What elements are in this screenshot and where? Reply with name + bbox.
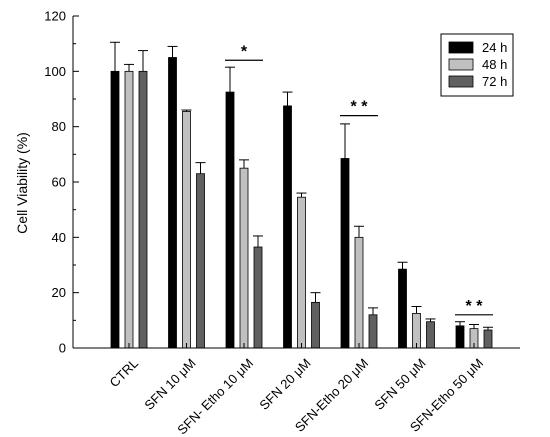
bar-24h-4 <box>340 158 350 349</box>
y-tick-label: 120 <box>44 9 66 24</box>
y-tick-label: 60 <box>52 175 66 190</box>
bar-72h-5 <box>426 321 435 349</box>
bar-72h-3 <box>311 301 320 349</box>
legend-swatch <box>448 58 474 71</box>
y-axis: 0 20 40 60 80 100 120 <box>44 9 79 356</box>
y-tick-label: 80 <box>52 119 66 134</box>
legend-label: 48 h <box>482 57 507 72</box>
y-tick-label: 20 <box>52 285 66 300</box>
bar-72h-1 <box>196 173 205 349</box>
x-tick-label: CTRL <box>107 356 142 391</box>
y-tick-label: 0 <box>59 341 66 356</box>
significance-annotations: * * * * * <box>225 43 493 316</box>
bar-24h-5 <box>398 268 407 349</box>
legend-swatch <box>448 75 474 88</box>
bar-48h-4 <box>354 236 364 349</box>
bar-24h-0 <box>110 70 120 349</box>
bar-72h-2 <box>253 246 263 349</box>
significance-marker: * * <box>351 99 369 116</box>
bar-48h-3 <box>297 196 306 349</box>
bar-48h-2 <box>239 167 249 349</box>
y-axis-label: Cell Viability (%) <box>14 132 30 234</box>
bar-48h-5 <box>412 313 421 349</box>
x-tick-label: SFN 20 μM <box>256 356 313 413</box>
bar-72h-4 <box>368 314 378 349</box>
bar-48h-1 <box>182 111 191 349</box>
legend-swatch <box>448 41 474 54</box>
significance-marker: * * <box>466 298 484 315</box>
bar-72h-0 <box>138 70 148 349</box>
bar-24h-3 <box>283 105 292 349</box>
bar-24h-2 <box>225 91 235 349</box>
significance-marker: * <box>241 43 248 60</box>
bar-series-group <box>110 57 493 349</box>
bar-48h-0 <box>124 70 134 349</box>
x-tick-label: SFN 10 μM <box>141 356 198 413</box>
legend-label: 24 h <box>482 40 507 55</box>
bar-24h-1 <box>168 57 177 349</box>
error-bar-group <box>110 41 493 331</box>
bar-24h-6 <box>455 325 465 349</box>
x-tick-label: SFN 50 μM <box>371 356 428 413</box>
bar-72h-6 <box>483 329 493 349</box>
legend-label: 72 h <box>482 74 507 89</box>
legend: 24 h 48 h 72 h <box>440 33 514 97</box>
y-tick-label: 100 <box>44 64 66 79</box>
y-tick-label: 40 <box>52 230 66 245</box>
